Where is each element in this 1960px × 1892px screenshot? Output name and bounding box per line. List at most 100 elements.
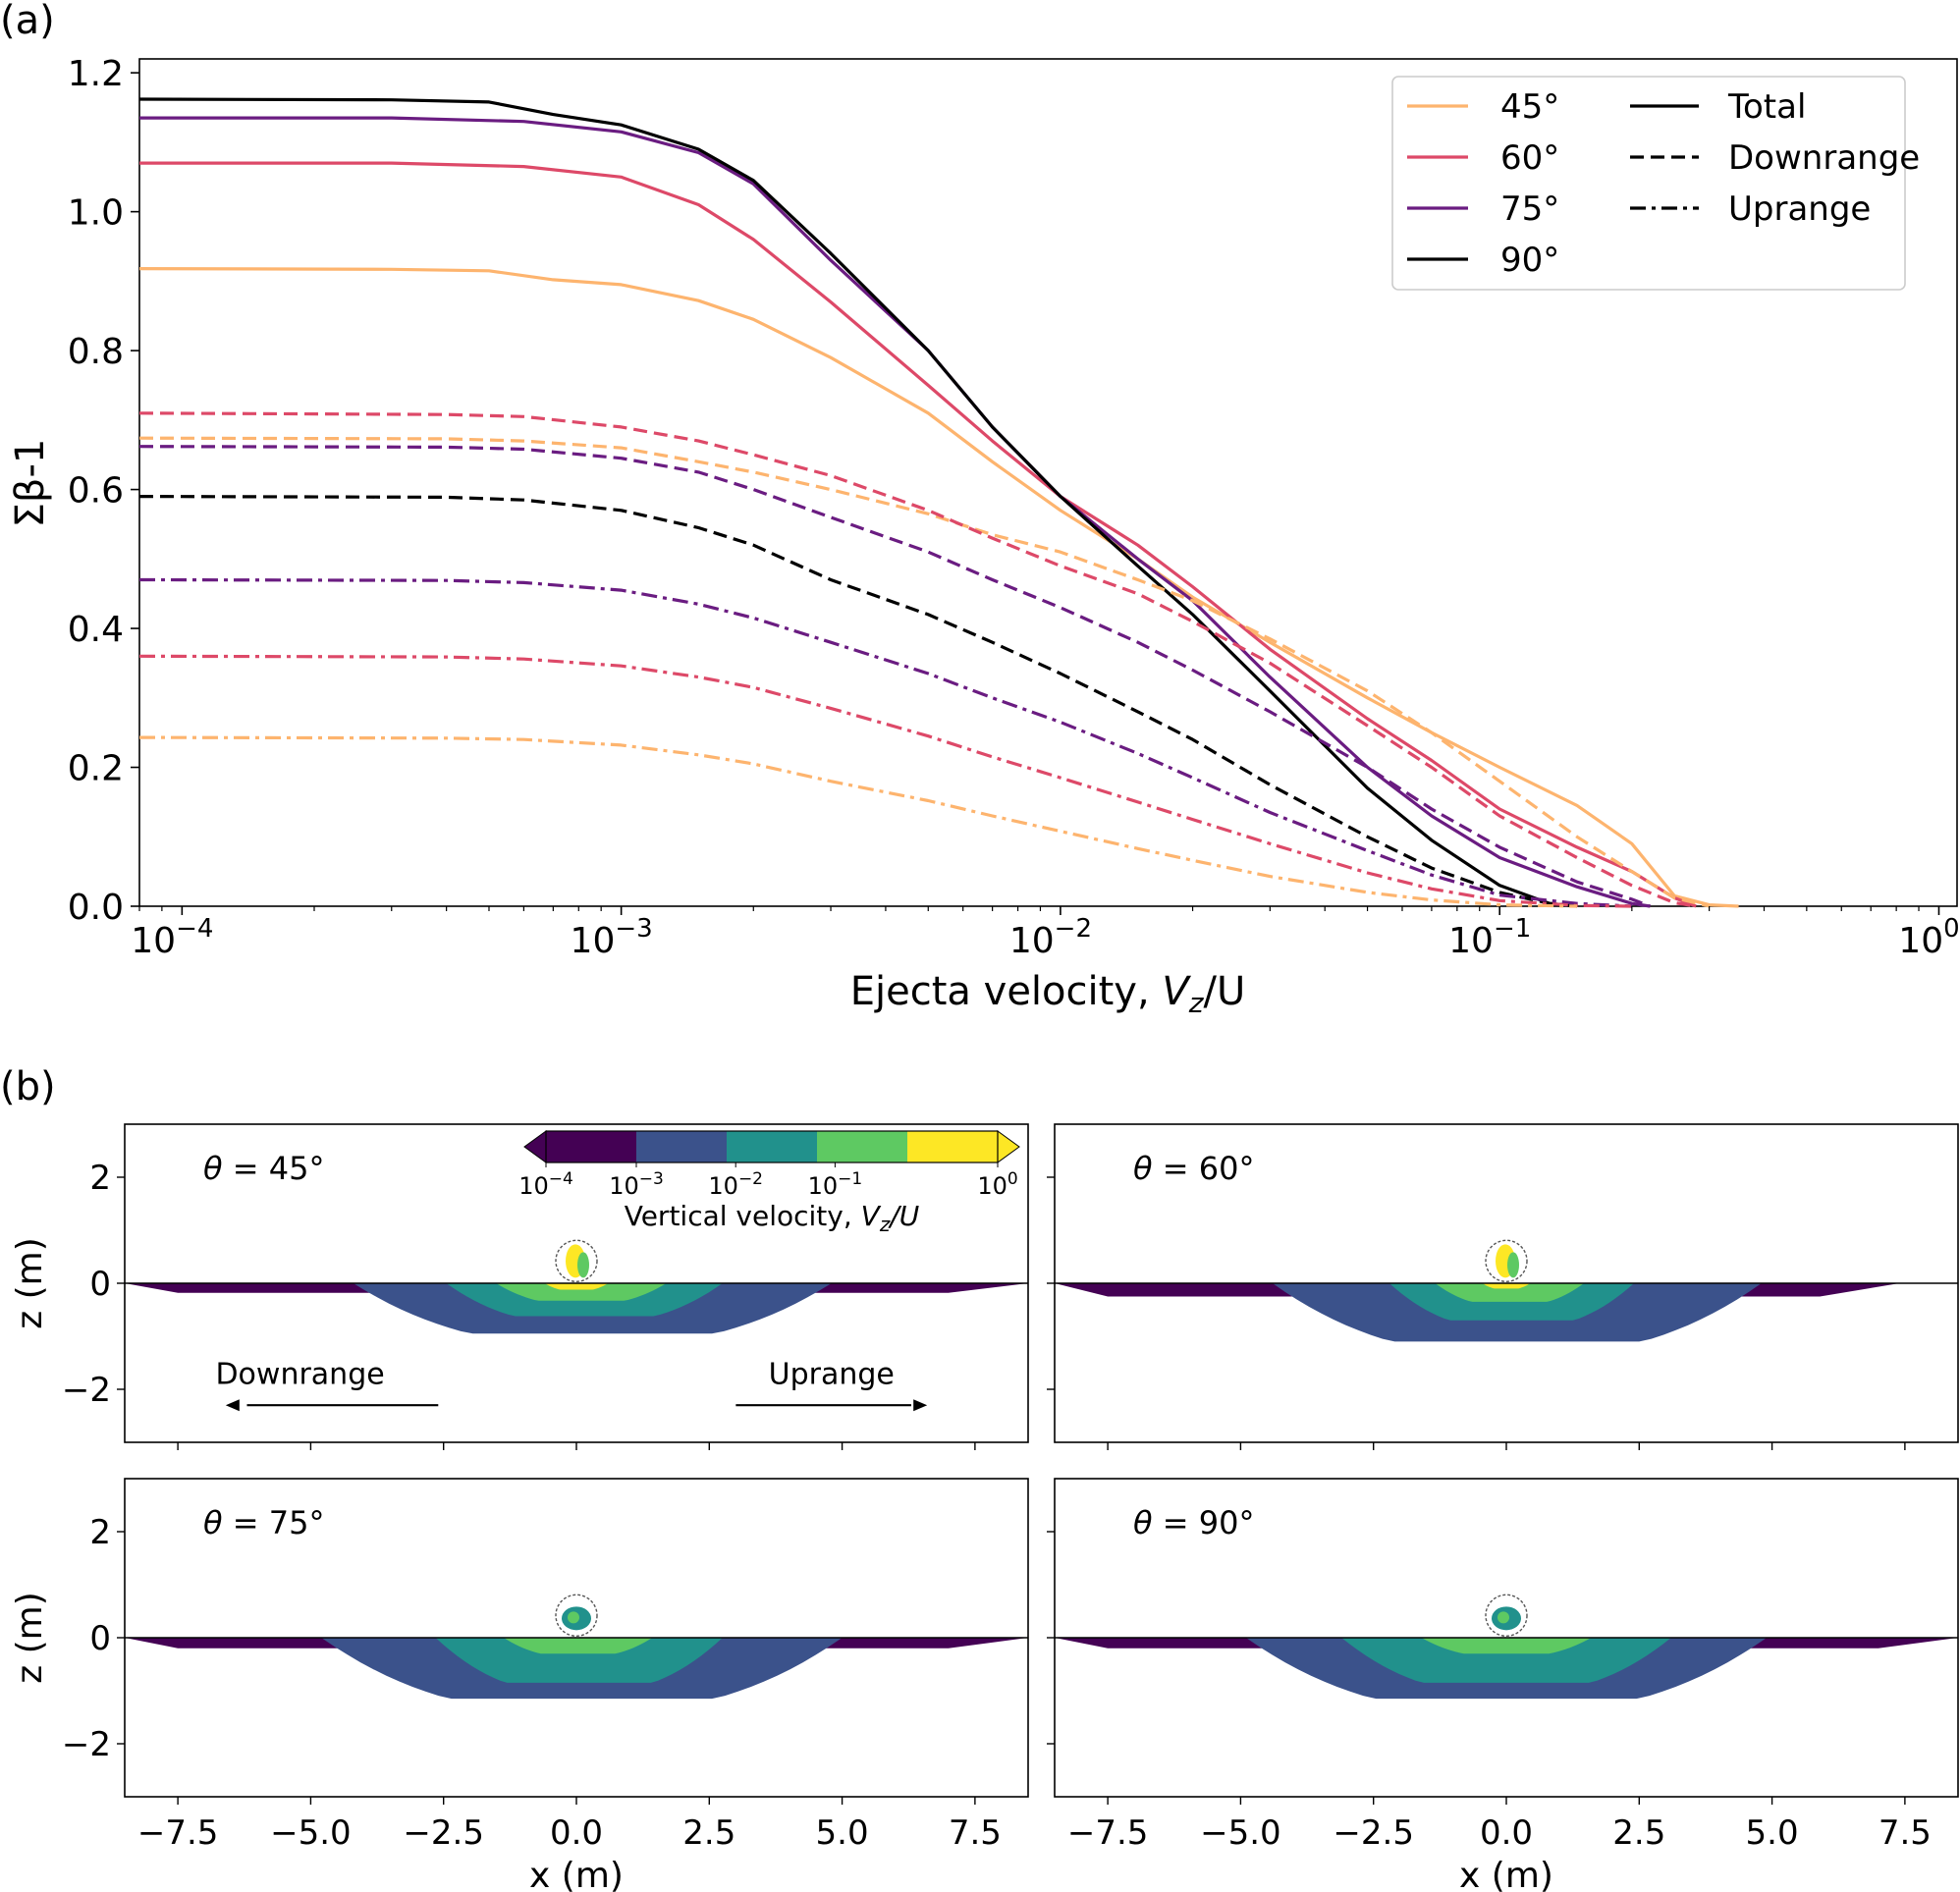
y-tick-label-6: 1.2 (68, 54, 124, 94)
panel-a-x-ticks: 10−4 10−3 10−2 10−1 100 (131, 906, 1960, 961)
b-x-axis-label: x (m) (1459, 1856, 1553, 1892)
b-x-axis-label: x (m) (529, 1856, 624, 1892)
series-line-0 (138, 267, 1739, 908)
x-tick-label-1: 10−3 (571, 914, 653, 961)
series-line-10 (138, 735, 1578, 908)
downrange-arrowhead (225, 1399, 240, 1412)
y-tick-label-4: 0.8 (68, 332, 124, 372)
panel-b-heatmaps: θ = 45° 2 0 −2 z (m) Downrange Uprange 10−4 10−3… (10, 1123, 1959, 1892)
legend-label-0: 45° (1500, 87, 1559, 127)
b-x-tick-label: 5.0 (816, 1813, 869, 1853)
region-vz-1e-2 (435, 1638, 723, 1683)
b-x-tick-label: −2.5 (403, 1813, 484, 1853)
panel-a-line-chart: 0.00.20.40.60.81.01.2 10−4 10−3 10−2 10−1 10… (8, 54, 1960, 1019)
panel-a-axes-frame (138, 58, 1958, 907)
panel-b-label: (b) (0, 1064, 56, 1109)
b-x-tick-label: −7.5 (137, 1813, 219, 1853)
x-tick-label-4: 100 (1898, 914, 1959, 961)
colorbar-tick-label-0: 10−4 (518, 1169, 573, 1200)
b-y-axis-label: z (m) (10, 1237, 50, 1329)
b-y-tick-label: 2 (89, 1159, 111, 1198)
y-tick-label-1: 0.2 (68, 749, 124, 789)
b-x-tick-label: 2.5 (682, 1813, 735, 1853)
b-x-tick-label: 0.0 (550, 1813, 603, 1853)
panel-a-label: (a) (0, 0, 55, 43)
colorbar-bin-2 (727, 1131, 818, 1162)
subplot-theta-75: θ = 75° 2 0 −2 −7.5 −5.0 −2.5 0.0 2.5 5.0 7.5 z (m)… (10, 1478, 1029, 1892)
x-tick-label-0: 10−4 (131, 914, 213, 961)
series-line-5 (138, 411, 1697, 908)
uprange-annotation: Uprange (769, 1358, 895, 1392)
colorbar-bin-0 (546, 1131, 637, 1162)
projectile-core-spot (568, 1611, 579, 1624)
region-vz-1e-1 (1421, 1638, 1592, 1654)
panel-a-series-group (138, 97, 1739, 908)
x-axis-label-sub: z (1188, 987, 1205, 1019)
y-tick-label-5: 1.0 (68, 193, 124, 234)
projectile-core-spot (1497, 1611, 1509, 1624)
y-tick-label-0: 0.0 (68, 888, 124, 928)
panel-a-y-ticks: 0.0 0.2 0.4 0.6 0.8 1.0 1.2 (68, 54, 139, 928)
b-y-tick-label: −2 (62, 1371, 111, 1410)
b-x-tick-label: 7.5 (1878, 1813, 1932, 1853)
region-vz-1e0 (1482, 1283, 1531, 1289)
panel-a-y-axis-label: Σβ-1 (8, 439, 53, 528)
subplot-theta-90: θ = 90° −7.5 −5.0 −2.5 0.0 2.5 5.0 7.5 x (m) (1047, 1478, 1959, 1892)
panel-a-x-axis-label: Ejecta velocity, Vz/U (850, 969, 1246, 1019)
colorbar-bin-1 (636, 1131, 728, 1162)
legend-style-label-1: Downrange (1728, 138, 1920, 178)
legend-label-2: 75° (1500, 189, 1559, 229)
colorbar-tick-label-2: 10−2 (708, 1169, 763, 1200)
colorbar-tick-label-4: 100 (977, 1169, 1017, 1200)
projectile-core-edge (1507, 1252, 1519, 1278)
b-x-tick-label: −7.5 (1067, 1813, 1149, 1853)
b-x-tick-label: 2.5 (1612, 1813, 1665, 1853)
theta-label: θ = 60° (1133, 1150, 1254, 1187)
x-tick-label-2: 10−2 (1009, 914, 1092, 961)
b-y-axis-label: z (m) (10, 1592, 50, 1684)
b-y-tick-label: −2 (62, 1725, 111, 1764)
theta-label: θ = 90° (1133, 1504, 1254, 1541)
downrange-annotation: Downrange (215, 1358, 384, 1392)
y-tick-label-2: 0.4 (68, 610, 124, 650)
series-line-6 (138, 445, 1651, 908)
b-x-tick-label: 0.0 (1480, 1813, 1533, 1853)
x-axis-label-tail: /U (1203, 969, 1245, 1014)
colorbar-extend-high (997, 1130, 1020, 1163)
series-line-3 (138, 97, 1578, 908)
y-tick-label-3: 0.6 (68, 471, 124, 512)
x-axis-label-main: Ejecta velocity, (850, 969, 1163, 1014)
legend-style-label-2: Uprange (1728, 189, 1871, 229)
uprange-arrowhead (913, 1399, 928, 1412)
colorbar-frame (545, 1130, 999, 1163)
b-y-tick-label: 0 (89, 1619, 111, 1658)
b-x-tick-label: 5.0 (1746, 1813, 1799, 1853)
b-x-tick-label: −5.0 (270, 1813, 352, 1853)
legend-frame (1391, 76, 1906, 291)
colorbar-tick-label-3: 10−1 (808, 1169, 863, 1200)
colorbar: 10−4 10−3 10−2 10−1 100 Vertical velocity, Vz… (518, 1130, 1020, 1236)
legend-label-1: 60° (1500, 138, 1559, 178)
theta-label: θ = 75° (203, 1504, 324, 1541)
series-line-7 (138, 495, 1578, 908)
region-vz-1e-1 (496, 1283, 667, 1301)
colorbar-label: Vertical velocity, Vz/U (625, 1200, 920, 1236)
b-y-tick-label: 0 (89, 1265, 111, 1304)
series-line-1 (139, 161, 1697, 908)
subplot-theta-60: θ = 60° (1047, 1123, 1959, 1450)
panel-a-legend: 45° 60° 75° 90° Total Downrange Uprange (1391, 76, 1920, 291)
colorbar-extend-low (523, 1130, 547, 1163)
b-y-tick-label: 2 (89, 1513, 111, 1552)
series-line-4 (138, 436, 1710, 908)
legend-label-3: 90° (1500, 241, 1559, 280)
region-vz-1e-1 (503, 1638, 653, 1654)
region-vz-1e0 (544, 1283, 609, 1290)
b-x-tick-label: −5.0 (1200, 1813, 1281, 1853)
b-x-tick-label: 7.5 (949, 1813, 1002, 1853)
x-axis-label-var: V (1162, 969, 1191, 1014)
colorbar-bin-3 (817, 1131, 908, 1162)
colorbar-bin-4 (907, 1131, 999, 1162)
series-line-9 (138, 654, 1632, 908)
b-x-tick-label: −2.5 (1333, 1813, 1414, 1853)
